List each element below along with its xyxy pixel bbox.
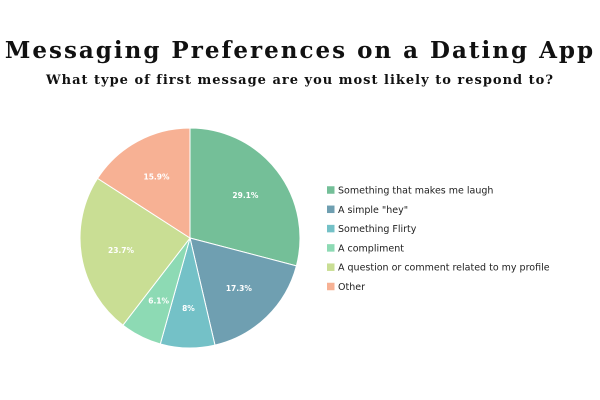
legend-item[interactable]: Other: [327, 282, 365, 293]
legend-swatch: [327, 186, 335, 194]
pie-slice[interactable]: [189, 127, 301, 267]
legend-swatch: [327, 263, 335, 271]
legend: Something that makes me laugh A simple "h…: [327, 186, 550, 293]
chart-subtitle: What type of first message are you most …: [46, 73, 554, 88]
legend-label: A question or comment related to my prof…: [338, 263, 550, 274]
legend-swatch: [327, 224, 335, 233]
legend-item[interactable]: Something Flirty: [327, 224, 417, 235]
legend-item[interactable]: Something that makes me laugh: [327, 186, 493, 197]
legend-item[interactable]: A question or comment related to my prof…: [327, 263, 550, 274]
pie-slice-label: 6.1%: [148, 297, 169, 306]
chart-title: Messaging Preferences on a Dating App: [4, 37, 596, 64]
legend-label: A simple "hey": [338, 205, 408, 216]
legend-label: Other: [338, 282, 365, 293]
pie-slices: [79, 127, 301, 349]
pie-slice-label: 29.1%: [232, 191, 259, 200]
legend-item[interactable]: A simple "hey": [327, 205, 408, 216]
pie-slice[interactable]: [189, 237, 298, 346]
legend-label: A compliment: [338, 243, 404, 254]
pie-slice[interactable]: [96, 127, 191, 239]
pie-slice-labels: 29.1% 17.3% 8% 6.1% 23.7% 15.9%: [108, 173, 259, 313]
legend-label: Something Flirty: [338, 224, 417, 235]
pie-slice-label: 17.3%: [226, 284, 253, 293]
legend-label: Something that makes me laugh: [338, 186, 493, 197]
legend-swatch: [327, 205, 335, 214]
pie-slice[interactable]: [79, 177, 191, 326]
pie-slice-label: 23.7%: [108, 246, 135, 255]
pie-slice-label: 15.9%: [143, 173, 170, 182]
legend-item[interactable]: A compliment: [327, 243, 404, 254]
legend-swatch: [327, 244, 335, 252]
legend-swatch: [327, 282, 335, 291]
pie-slice-label: 8%: [182, 304, 195, 313]
